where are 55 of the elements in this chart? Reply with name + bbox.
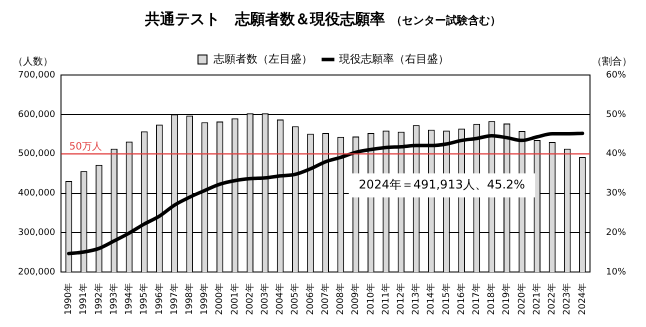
x-tick-label: 2024年 [576, 283, 588, 315]
y2-tick-label: 10% [606, 267, 626, 278]
y-axis-title: （人数） [13, 56, 54, 68]
x-tick-label: 2011年 [380, 283, 392, 315]
x-tick-label: 2009年 [350, 283, 362, 315]
x-tick-label: 1992年 [93, 283, 104, 315]
ref-line-label: 50万人 [69, 141, 102, 152]
y2-axis-title: （割合） [592, 56, 632, 68]
x-tick-label: 2016年 [456, 283, 467, 315]
x-tick-label: 2002年 [244, 283, 256, 315]
x-tick-label: 2018年 [486, 283, 498, 315]
y-tick-label: 500,000 [18, 149, 56, 160]
x-tick-label: 2017年 [471, 283, 482, 315]
y2-tick-label: 20% [606, 228, 626, 238]
y2-tick-label: 60% [606, 70, 626, 80]
x-tick-label: 2004年 [274, 283, 286, 315]
x-tick-label: 2021年 [531, 283, 542, 315]
legend-label: 現役志願率（右目盛） [339, 52, 449, 66]
x-tick-label: 2012年 [395, 283, 406, 315]
x-tick-label: 1999年 [199, 283, 210, 315]
x-tick-label: 1997年 [168, 283, 180, 315]
chart-subtitle: （センター試験含む） [391, 14, 501, 27]
x-tick-label: 2023年 [562, 283, 573, 315]
chart-title: 共通テスト 志願者数＆現役志願率 [145, 10, 385, 28]
x-tick-label: 2008年 [335, 283, 346, 315]
x-tick-label: 1993年 [108, 283, 120, 315]
x-tick-label: 2010年 [365, 283, 376, 315]
x-tick-label: 1990年 [63, 283, 74, 315]
x-tick-label: 2013年 [410, 283, 422, 315]
y-tick-label: 200,000 [18, 267, 56, 278]
y-tick-label: 600,000 [18, 110, 56, 120]
x-tick-label: 2019年 [501, 283, 512, 315]
x-tick-label: 2000年 [214, 283, 226, 315]
x-tick-label: 2015年 [440, 283, 452, 315]
y2-tick-label: 40% [606, 149, 626, 160]
x-tick-label: 2005年 [290, 283, 301, 315]
y2-tick-label: 50% [606, 110, 626, 120]
x-tick-label: 2022年 [546, 283, 558, 315]
y-tick-label: 400,000 [18, 188, 56, 199]
legend-label: 志願者数（左目盛） [214, 52, 312, 66]
y-tick-label: 700,000 [18, 70, 56, 80]
y2-tick-label: 30% [606, 188, 626, 199]
x-tick-label: 2006年 [304, 283, 316, 315]
x-tick-label: 1996年 [154, 283, 165, 315]
x-tick-label: 2001年 [229, 283, 240, 315]
y-tick-label: 300,000 [18, 228, 56, 238]
x-tick-label: 1995年 [138, 283, 150, 315]
x-tick-label: 2003年 [260, 283, 271, 315]
x-tick-label: 1998年 [184, 283, 195, 315]
x-tick-label: 1991年 [78, 283, 90, 315]
x-tick-label: 2007年 [320, 283, 331, 315]
x-tick-label: 1994年 [124, 283, 135, 315]
x-tick-label: 2020年 [516, 283, 528, 315]
annotation: 2024年＝491,913人、45.2% [358, 178, 526, 192]
x-tick-label: 2014年 [426, 283, 437, 315]
